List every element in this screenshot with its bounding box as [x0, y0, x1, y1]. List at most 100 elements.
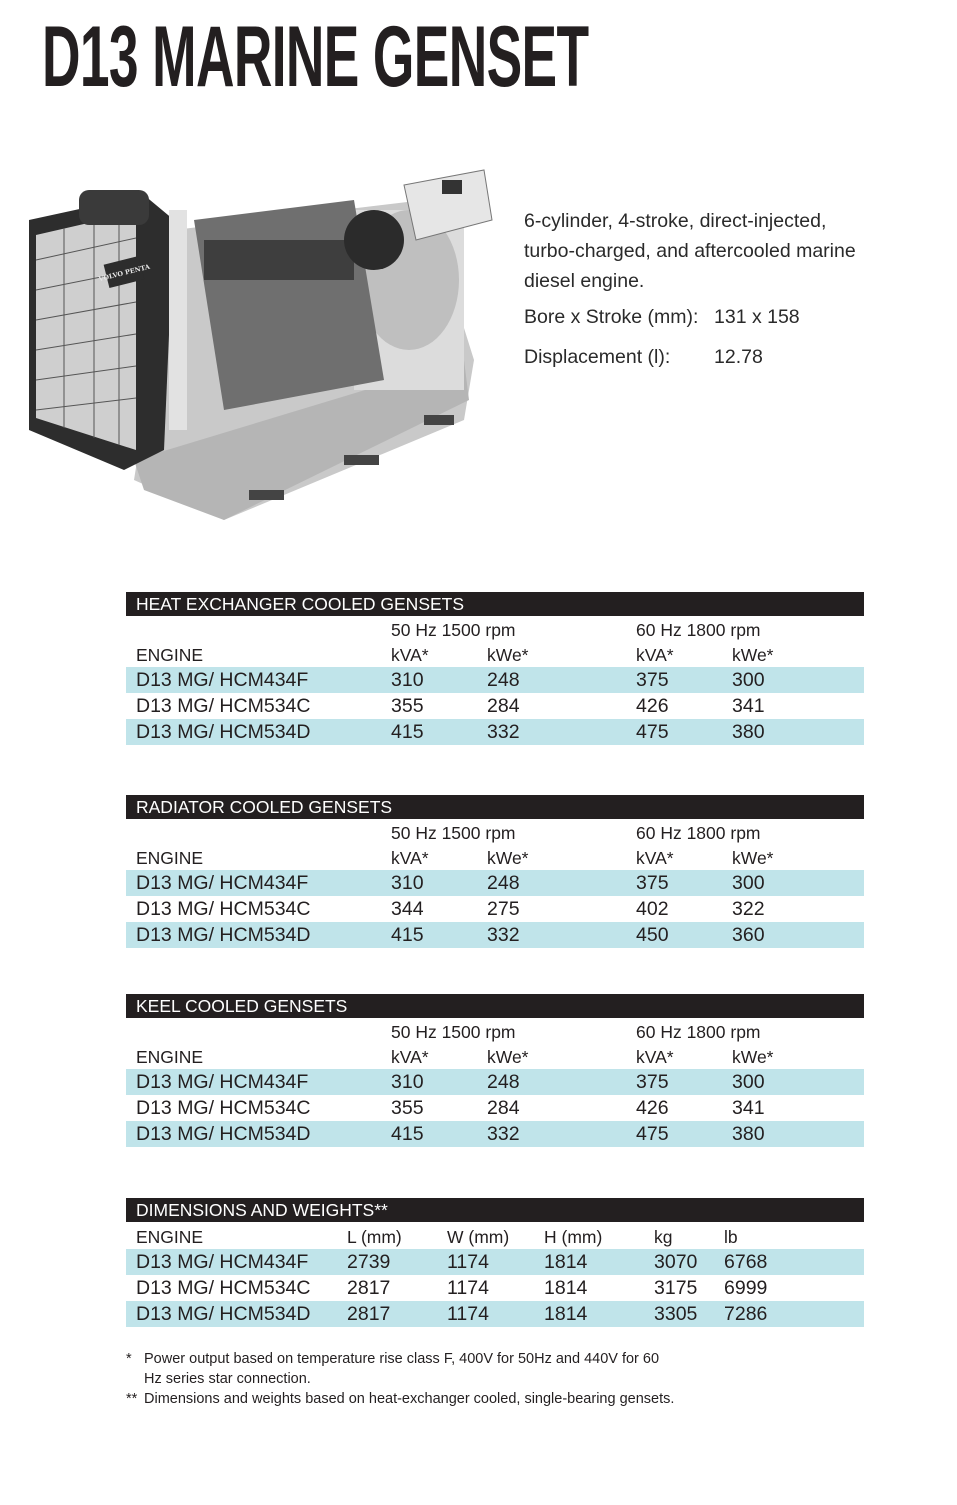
table-row: D13 MG/ HCM534C 355 284 426 341	[126, 1095, 864, 1121]
table-cell: 275	[487, 898, 520, 920]
group-header: 60 Hz 1800 rpm	[636, 620, 761, 640]
table-cell: 1174	[447, 1277, 489, 1299]
description-line: 6-cylinder, 4-stroke, direct-injected,	[524, 210, 827, 232]
spec-value: 12.78	[714, 346, 763, 368]
table-row: D13 MG/ HCM534D 415 332 450 360	[126, 922, 864, 948]
table-cell: 300	[732, 669, 765, 691]
table-cell: D13 MG/ HCM534D	[136, 721, 311, 743]
table-cell: D13 MG/ HCM534C	[136, 695, 311, 717]
table-cell: 2817	[347, 1303, 391, 1325]
column-header: L (mm)	[347, 1227, 402, 1247]
table-cell: 310	[391, 1071, 424, 1093]
table-cell: 426	[636, 1097, 669, 1119]
column-header: kVA*	[636, 848, 674, 868]
table-cell: 375	[636, 872, 669, 894]
footnote-marker: *	[126, 1351, 132, 1367]
column-header-row: ENGINE kVA* kWe* kVA* kWe*	[126, 845, 864, 870]
table-cell: D13 MG/ HCM534D	[136, 1123, 311, 1145]
table-cell: 375	[636, 1071, 669, 1093]
column-header: ENGINE	[136, 1227, 204, 1247]
table-cell: 475	[636, 721, 669, 743]
description-line: turbo-charged, and aftercooled marine	[524, 240, 856, 262]
table-cell: 1814	[544, 1277, 588, 1299]
table-cell: 380	[732, 1123, 765, 1145]
table-cell: 1174	[447, 1251, 489, 1273]
table-row: D13 MG/ HCM534D 2817 1174 1814 3305 7286	[126, 1301, 864, 1327]
table-cell: 248	[487, 1071, 520, 1093]
table-cell: 332	[487, 924, 520, 946]
table-cell: D13 MG/ HCM534C	[136, 1097, 311, 1119]
table-row: D13 MG/ HCM534D 415 332 475 380	[126, 1121, 864, 1147]
table-cell: 402	[636, 898, 669, 920]
group-header-row: 50 Hz 1500 rpm 60 Hz 1800 rpm	[126, 819, 864, 845]
table-row: D13 MG/ HCM534D 415 332 475 380	[126, 719, 864, 745]
column-header: ENGINE	[136, 848, 204, 868]
table-row: D13 MG/ HCM534C 2817 1174 1814 3175 6999	[126, 1275, 864, 1301]
column-header: lb	[724, 1227, 738, 1247]
table-row: D13 MG/ HCM434F 310 248 375 300	[126, 667, 864, 693]
table-cell: 2817	[347, 1277, 391, 1299]
column-header: kWe*	[487, 645, 529, 665]
footnote: * Power output based on temperature rise …	[126, 1349, 674, 1389]
spec-table: KEEL COOLED GENSETS 50 Hz 1500 rpm 60 Hz 1…	[126, 994, 864, 1147]
table-cell: D13 MG/ HCM534C	[136, 898, 311, 920]
column-header: kVA*	[391, 848, 429, 868]
table-title-bar: DIMENSIONS AND WEIGHTS**	[126, 1198, 864, 1222]
description-line: diesel engine.	[524, 270, 645, 292]
table-cell: 1174	[447, 1303, 489, 1325]
table-cell: 450	[636, 924, 669, 946]
column-header: H (mm)	[544, 1227, 603, 1247]
table-cell: 426	[636, 695, 669, 717]
table-cell: 355	[391, 695, 424, 717]
footnote-marker: **	[126, 1391, 138, 1407]
table-cell: 341	[732, 1097, 765, 1119]
table-cell: 3175	[654, 1277, 698, 1299]
table-cell: 284	[487, 695, 520, 717]
table-cell: 248	[487, 872, 520, 894]
column-header: kVA*	[636, 645, 674, 665]
table-cell: 360	[732, 924, 765, 946]
column-header-row: ENGINE kVA* kWe* kVA* kWe*	[126, 1044, 864, 1069]
spec-table: RADIATOR COOLED GENSETS 50 Hz 1500 rpm 60 …	[126, 795, 864, 948]
group-header: 60 Hz 1800 rpm	[636, 823, 761, 843]
table-cell: 3070	[654, 1251, 698, 1273]
table-row: D13 MG/ HCM434F 2739 1174 1814 3070 6768	[126, 1249, 864, 1275]
table-title-bar: RADIATOR COOLED GENSETS	[126, 795, 864, 819]
spec-table: DIMENSIONS AND WEIGHTS** ENGINE L (mm) W (m…	[126, 1198, 864, 1327]
table-cell: 1814	[544, 1251, 588, 1273]
table-row: D13 MG/ HCM434F 310 248 375 300	[126, 870, 864, 896]
table-cell: 415	[391, 924, 424, 946]
table-cell: 1814	[544, 1303, 588, 1325]
table-cell: 375	[636, 669, 669, 691]
table-cell: 322	[732, 898, 765, 920]
column-header: kWe*	[487, 1047, 529, 1067]
table-cell: 332	[487, 1123, 520, 1145]
spec-value: 131 x 158	[714, 306, 800, 328]
table-cell: 248	[487, 669, 520, 691]
engine-description: 6-cylinder, 4-stroke, direct-injected, t…	[524, 206, 856, 296]
column-header-row: ENGINE kVA* kWe* kVA* kWe*	[126, 642, 864, 667]
table-title-bar: KEEL COOLED GENSETS	[126, 994, 864, 1018]
table-cell: D13 MG/ HCM434F	[136, 1251, 309, 1273]
table-row: D13 MG/ HCM534C 344 275 402 322	[126, 896, 864, 922]
column-header: kWe*	[487, 848, 529, 868]
table-cell: 332	[487, 721, 520, 743]
spec-table: HEAT EXCHANGER COOLED GENSETS 50 Hz 1500 …	[126, 592, 864, 745]
table-row: D13 MG/ HCM534C 355 284 426 341	[126, 693, 864, 719]
table-cell: 6999	[724, 1277, 768, 1299]
table-cell: 3305	[654, 1303, 698, 1325]
table-cell: 380	[732, 721, 765, 743]
column-header: kVA*	[391, 1047, 429, 1067]
group-header-row: 50 Hz 1500 rpm 60 Hz 1800 rpm	[126, 1018, 864, 1044]
table-cell: D13 MG/ HCM534C	[136, 1277, 311, 1299]
table-cell: 475	[636, 1123, 669, 1145]
footnotes: * Power output based on temperature rise …	[126, 1349, 674, 1409]
table-cell: 6768	[724, 1251, 768, 1273]
table-title-bar: HEAT EXCHANGER COOLED GENSETS	[126, 592, 864, 616]
column-header: kWe*	[732, 1047, 774, 1067]
table-cell: 355	[391, 1097, 424, 1119]
spec-label: Bore x Stroke (mm):	[524, 306, 699, 328]
genset-image: VOLVO PENTA	[29, 169, 493, 520]
table-cell: 300	[732, 872, 765, 894]
table-cell: 7286	[724, 1303, 768, 1325]
